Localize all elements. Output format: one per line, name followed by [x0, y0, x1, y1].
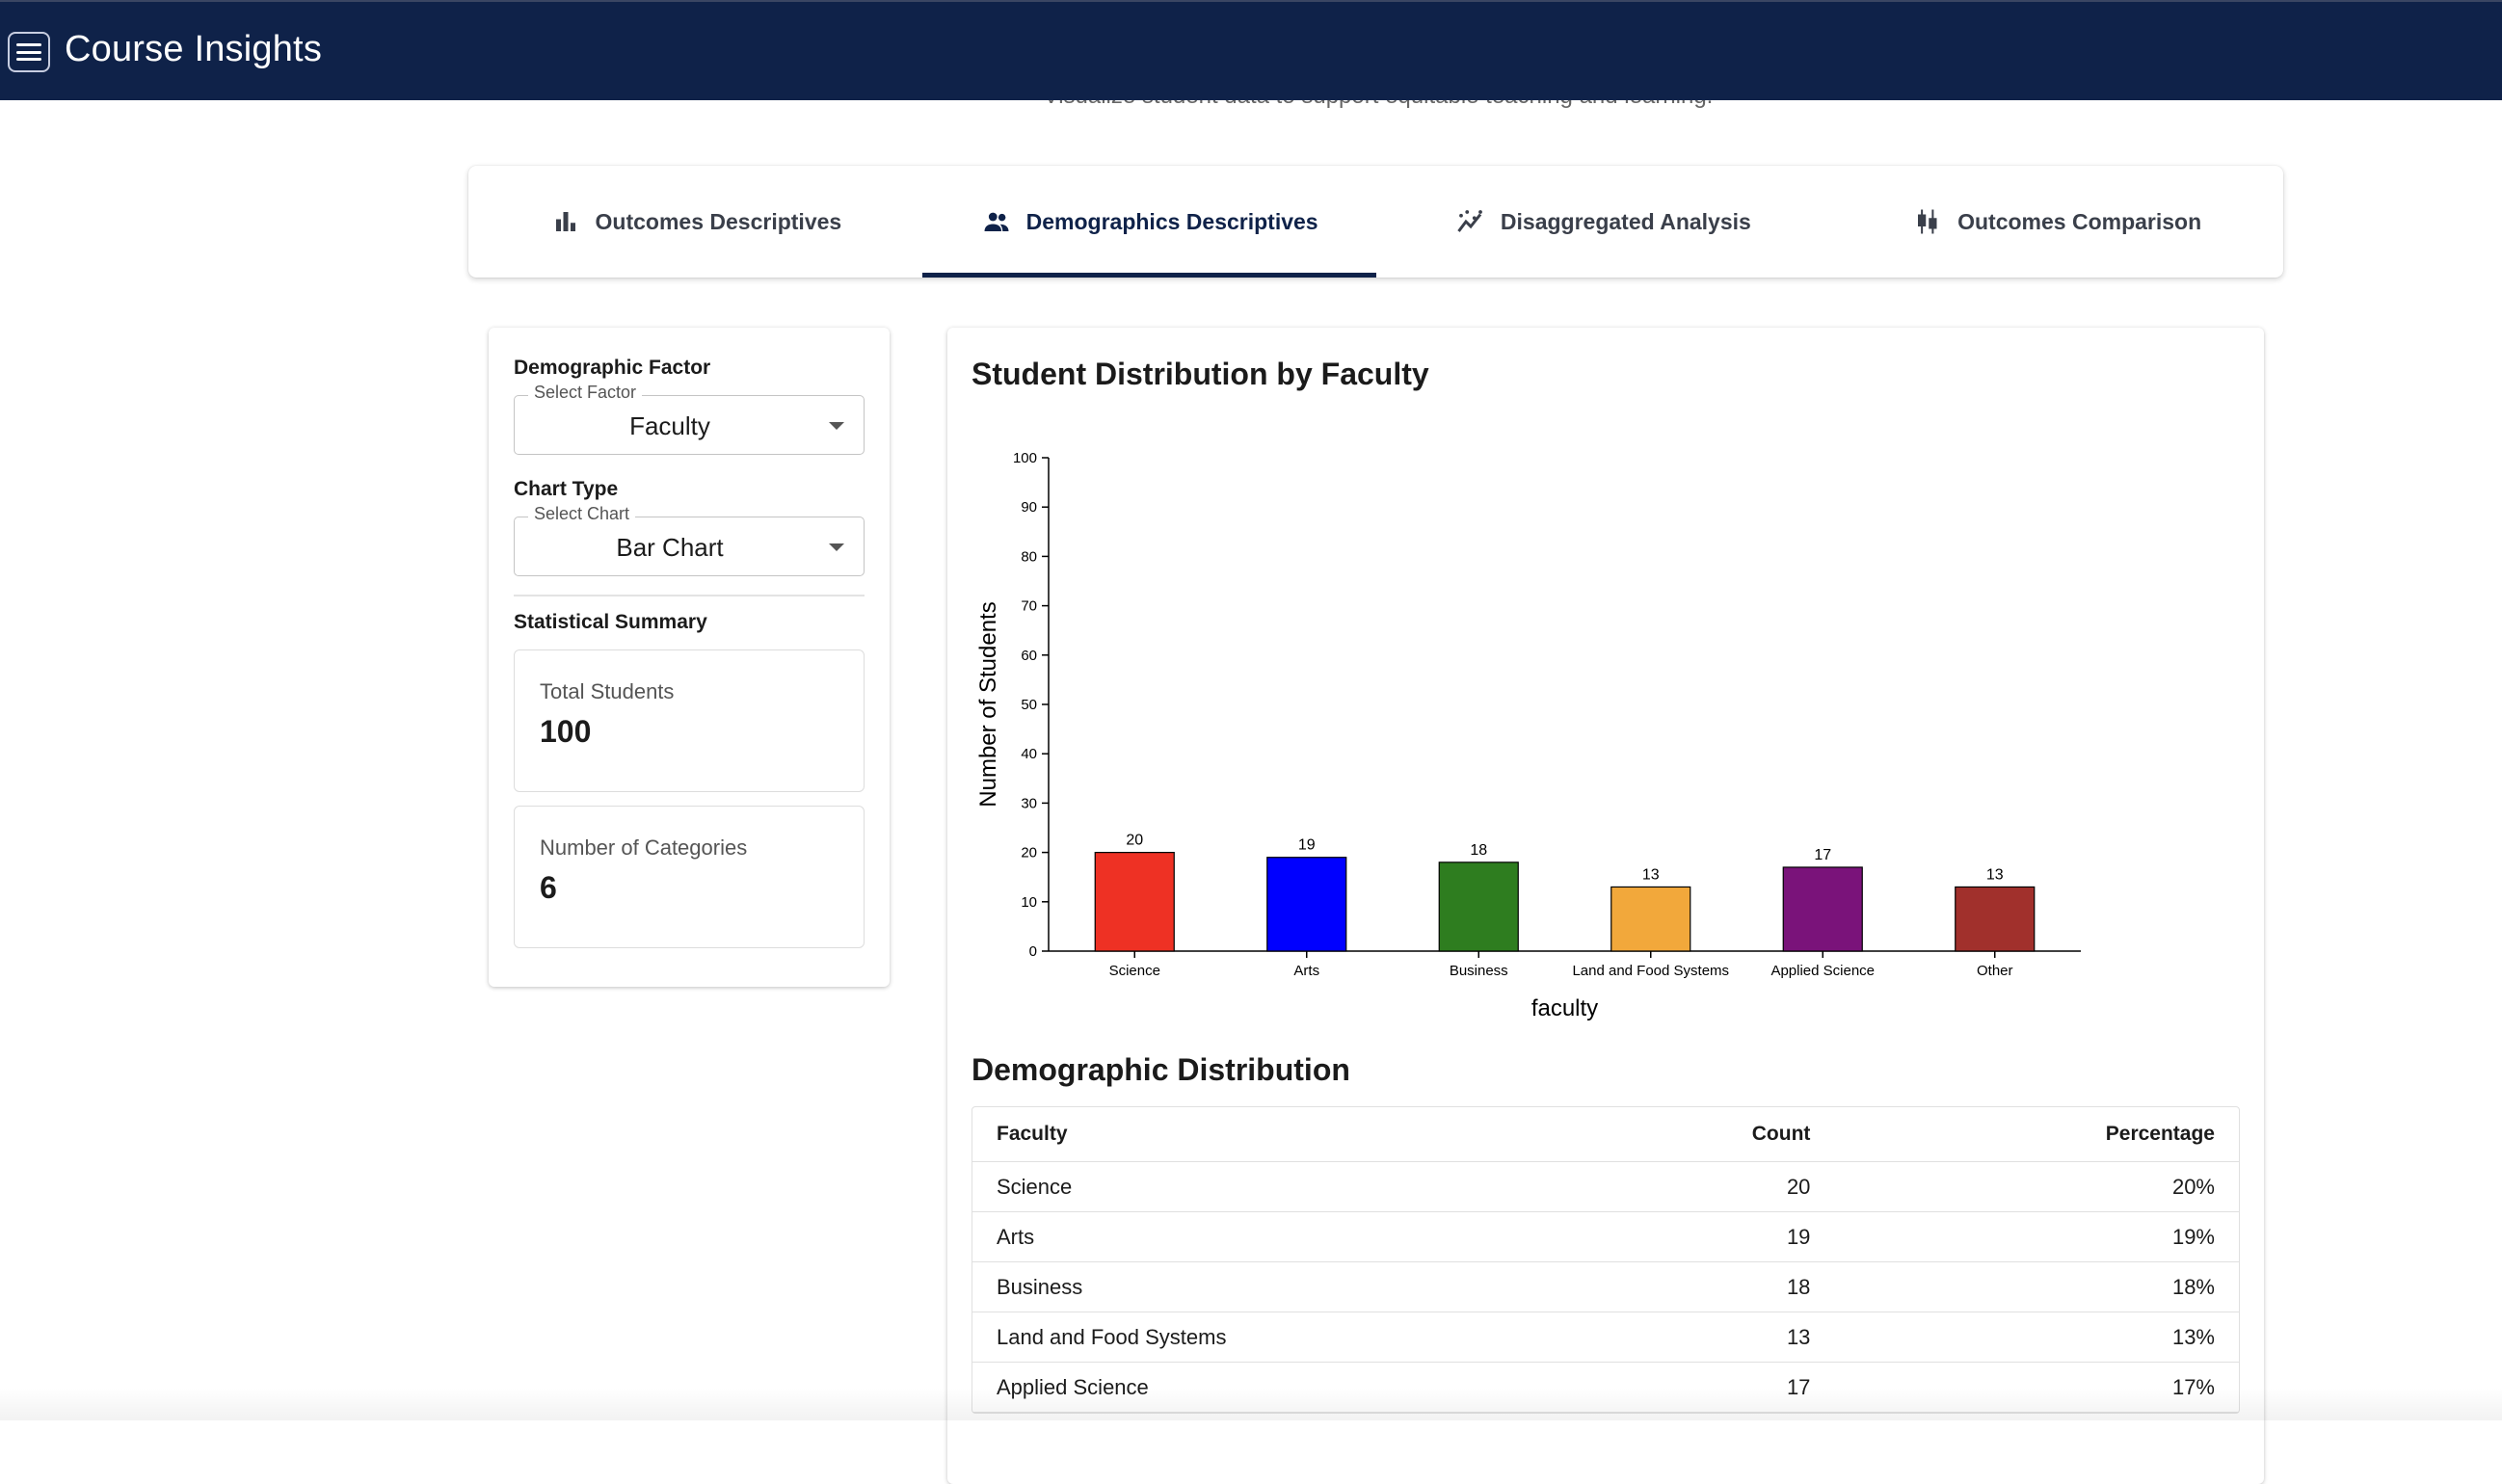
chart-type-select[interactable]: Select Chart Bar Chart: [514, 504, 865, 576]
bar-value-label: 19: [1298, 837, 1316, 854]
table-row: Land and Food Systems 13 13%: [972, 1312, 2239, 1363]
y-tick-label: 90: [1021, 499, 1037, 516]
trend-analysis-icon: [1457, 210, 1482, 232]
categories-label: Number of Categories: [540, 835, 748, 860]
bar-chart-icon: [555, 212, 575, 231]
cell-percentage: 19%: [1834, 1212, 2239, 1262]
people-icon: [984, 212, 1009, 231]
bar-value-label: 20: [1126, 833, 1143, 849]
bar-value-label: 13: [1642, 866, 1660, 883]
cell-count: 19: [1560, 1212, 1835, 1262]
bar: [1266, 857, 1347, 952]
table-row: Science 20 20%: [972, 1162, 2239, 1212]
y-tick-label: 20: [1021, 845, 1037, 861]
tab-label: Outcomes Descriptives: [595, 208, 842, 234]
y-tick-label: 10: [1021, 894, 1037, 911]
bar: [1782, 866, 1863, 952]
y-tick-label: 70: [1021, 598, 1037, 615]
tab-demographics-descriptives[interactable]: Demographics Descriptives: [921, 166, 1376, 278]
bar-chart: 0 10 20 30 40 50 60 70 80 90 100 20 Science 19 Arts 18 B…: [975, 450, 2081, 1021]
chevron-down-icon: [829, 543, 844, 551]
chevron-down-icon: [829, 422, 844, 430]
bar-value-label: 18: [1470, 842, 1487, 859]
cell-count: 18: [1560, 1262, 1835, 1312]
tab-disaggregated-analysis[interactable]: Disaggregated Analysis: [1376, 166, 1830, 278]
y-tick-label: 60: [1021, 648, 1037, 664]
distribution-table: Faculty Count Percentage Science 20 20% …: [972, 1106, 2240, 1414]
app-bar: Course Insights: [0, 0, 2502, 100]
chart-type-label: Chart Type: [514, 478, 619, 500]
table-header-row: Faculty Count Percentage: [972, 1107, 2239, 1162]
factor-select[interactable]: Select Factor Faculty: [514, 383, 865, 455]
bar: [1438, 861, 1519, 952]
divider: [514, 595, 865, 596]
statistical-summary-label: Statistical Summary: [514, 611, 707, 633]
categories-card: Number of Categories 6: [514, 806, 865, 948]
cell-count: 13: [1560, 1312, 1835, 1363]
x-tick-label: Arts: [1293, 963, 1319, 979]
cell-faculty: Business: [972, 1262, 1560, 1312]
tab-outcomes-descriptives[interactable]: Outcomes Descriptives: [468, 166, 922, 278]
x-tick-label: Business: [1450, 963, 1508, 979]
menu-button[interactable]: [8, 32, 50, 72]
table-row: Applied Science 17 17%: [972, 1363, 2239, 1413]
analysis-tabs: Outcomes Descriptives Demographics Descr…: [468, 166, 2283, 278]
tab-outcomes-comparison[interactable]: Outcomes Comparison: [1829, 166, 2283, 278]
total-students-label: Total Students: [540, 679, 675, 703]
chart-title: Student Distribution by Faculty: [972, 357, 1429, 391]
chart-select-value: Bar Chart: [616, 533, 724, 562]
factor-select-legend: Select Factor: [528, 383, 643, 403]
table-title: Demographic Distribution: [972, 1052, 1350, 1087]
x-tick-label: Science: [1109, 963, 1160, 979]
candlestick-icon: [1918, 209, 1937, 234]
chart-select-legend: Select Chart: [528, 504, 636, 524]
chart-panel: Student Distribution by Faculty 0 10 20 30 4…: [947, 328, 2264, 1484]
y-tick-label: 100: [1013, 450, 1037, 466]
total-students-value: 100: [540, 714, 592, 749]
tab-label: Demographics Descriptives: [1025, 208, 1318, 234]
bar-value-label: 17: [1814, 847, 1831, 863]
bar: [1094, 852, 1175, 952]
y-tick-label: 40: [1021, 746, 1037, 762]
controls-panel: Demographic Factor Select Factor Faculty…: [489, 328, 890, 987]
bar-value-label: 13: [1986, 866, 2004, 883]
x-tick-label: Land and Food Systems: [1572, 963, 1729, 979]
cell-percentage: 20%: [1834, 1162, 2239, 1212]
cell-faculty: Arts: [972, 1212, 1560, 1262]
cell-percentage: 13%: [1834, 1312, 2239, 1363]
cell-percentage: 17%: [1834, 1363, 2239, 1413]
table-row: Arts 19 19%: [972, 1212, 2239, 1262]
bar: [1610, 886, 1691, 952]
header-count: Count: [1560, 1107, 1835, 1162]
x-tick-label: Applied Science: [1770, 963, 1875, 979]
total-students-card: Total Students 100: [514, 649, 865, 792]
header-percentage: Percentage: [1834, 1107, 2239, 1162]
hamburger-icon: [16, 43, 41, 61]
cell-faculty: Land and Food Systems: [972, 1312, 1560, 1363]
table-row: Business 18 18%: [972, 1262, 2239, 1312]
factor-select-value: Faculty: [629, 411, 710, 440]
y-tick-label: 30: [1021, 795, 1037, 811]
y-tick-label: 0: [1029, 943, 1037, 960]
tab-label: Outcomes Comparison: [1957, 208, 2202, 234]
tab-label: Disaggregated Analysis: [1500, 208, 1751, 234]
app-title: Course Insights: [65, 29, 323, 69]
y-tick-label: 80: [1021, 548, 1037, 565]
bar: [1955, 886, 2036, 952]
cell-count: 20: [1560, 1162, 1835, 1212]
demographic-factor-label: Demographic Factor: [514, 357, 711, 379]
cell-count: 17: [1560, 1363, 1835, 1413]
y-tick-label: 50: [1021, 697, 1037, 713]
header-faculty: Faculty: [972, 1107, 1560, 1162]
x-axis-label: faculty: [1531, 995, 1598, 1021]
y-axis-label: Number of Students: [975, 601, 1001, 807]
cell-faculty: Applied Science: [972, 1363, 1560, 1413]
cell-faculty: Science: [972, 1162, 1560, 1212]
categories-value: 6: [540, 870, 557, 905]
cell-percentage: 18%: [1834, 1262, 2239, 1312]
x-tick-label: Other: [1977, 963, 2013, 979]
